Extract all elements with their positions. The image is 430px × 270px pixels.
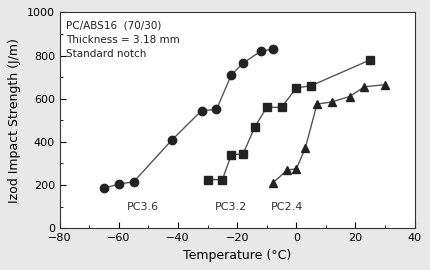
Y-axis label: Izod Impact Strength (J/m): Izod Impact Strength (J/m) xyxy=(8,38,22,203)
Text: PC3.2: PC3.2 xyxy=(215,202,247,212)
Text: PC3.6: PC3.6 xyxy=(126,202,159,212)
Text: PC2.4: PC2.4 xyxy=(271,202,304,212)
Text: PC/ABS16  (70/30)
Thickness = 3.18 mm
Standard notch: PC/ABS16 (70/30) Thickness = 3.18 mm Sta… xyxy=(66,21,179,59)
X-axis label: Temperature (°C): Temperature (°C) xyxy=(183,249,291,262)
